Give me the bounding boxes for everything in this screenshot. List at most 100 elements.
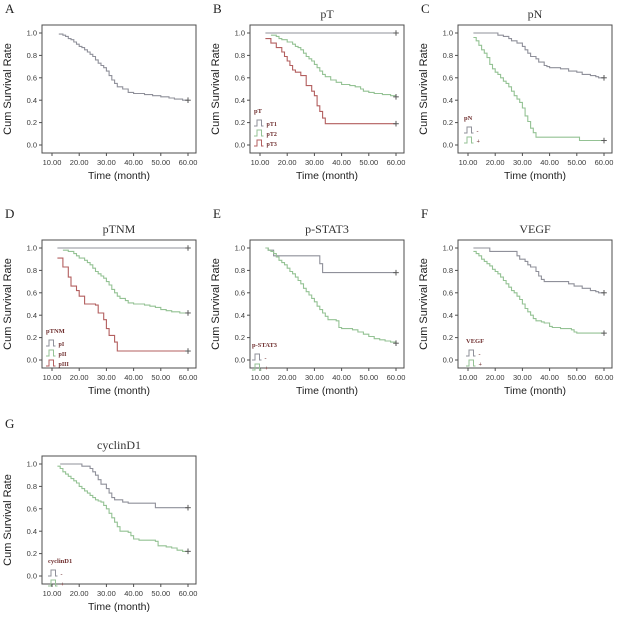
x-tick-label: 10.00 <box>43 158 62 167</box>
y-tick-label: 0.2 <box>235 333 245 342</box>
legend-label: + <box>479 362 483 368</box>
x-tick-label: 10.00 <box>43 373 62 382</box>
y-tick-label: 1.0 <box>27 29 37 38</box>
panel-title: pT <box>320 7 334 21</box>
panel-title: cyclinD1 <box>97 438 141 452</box>
legend-label: pI <box>59 342 65 348</box>
x-tick-label: 60.00 <box>595 158 614 167</box>
y-tick-label: 0.2 <box>27 333 37 342</box>
panel-letter-A: A <box>5 1 15 16</box>
y-tick-label: 0.0 <box>235 141 245 150</box>
legend-glyph-- <box>252 353 262 361</box>
x-tick-label: 10.00 <box>43 589 62 598</box>
x-tick-label: 60.00 <box>387 158 406 167</box>
legend-label: + <box>61 582 65 588</box>
x-tick-label: 40.00 <box>540 158 559 167</box>
legend: pTNM pI pII pIII <box>46 328 70 368</box>
panel-title: pN <box>528 7 543 21</box>
legend-title: pTNM <box>46 328 65 335</box>
y-tick-label: 0.6 <box>443 73 453 82</box>
y-axis-label: Cum Survival Rate <box>418 43 430 135</box>
x-tick-label: 50.00 <box>151 589 170 598</box>
legend-glyph-+ <box>466 359 476 367</box>
legend: pT pT1 pT2 pT3 <box>254 108 277 148</box>
panel-letter-D: D <box>5 206 14 221</box>
censor-mark <box>601 137 607 144</box>
plot-area <box>457 239 613 369</box>
y-tick-label: 1.0 <box>27 244 37 253</box>
survival-chart-E: Ep-STAT3 1.0 0.8 0.6 0.4 0.2 0.0 10.00 20.00 30.0… <box>210 206 406 397</box>
y-tick-label: 0.0 <box>27 572 37 581</box>
y-tick-label: 0.4 <box>235 311 245 320</box>
x-tick-label: 30.00 <box>513 158 532 167</box>
y-tick-label: 0.2 <box>443 118 453 127</box>
x-tick-label: 10.00 <box>459 373 478 382</box>
x-tick-label: 50.00 <box>359 373 378 382</box>
legend: pN - + <box>464 115 481 145</box>
x-axis-label: Time (month) <box>88 601 150 613</box>
panel-letter-F: F <box>421 206 428 221</box>
y-tick-label: 0.0 <box>443 141 453 150</box>
y-tick-label: 0.8 <box>27 51 37 60</box>
legend-label: pT1 <box>267 122 277 128</box>
y-axis-label: Cum Survival Rate <box>2 474 14 566</box>
survival-chart-F: F VEGF 1.0 0.8 0.6 0.4 0.2 0.0 10.00 20.00 30.00 40… <box>418 206 613 397</box>
legend-label: - <box>477 129 479 135</box>
x-tick-label: 40.00 <box>124 373 143 382</box>
y-tick-label: 0.6 <box>27 504 37 513</box>
y-tick-label: 0.8 <box>27 266 37 275</box>
survival-curve-cyclind1-- <box>60 463 188 509</box>
panel-letter-C: C <box>421 1 430 16</box>
x-axis-label: Time (month) <box>296 170 358 182</box>
legend: VEGF - + <box>466 338 484 368</box>
censor-mark <box>185 310 191 316</box>
x-tick-label: 60.00 <box>387 373 406 382</box>
legend-glyph-pt2 <box>254 129 264 137</box>
plot-area <box>41 239 197 369</box>
legend-label: + <box>477 139 481 145</box>
y-tick-label: 0.4 <box>27 527 37 536</box>
y-tick-label: 0.8 <box>27 482 37 491</box>
survival-curve-vegf-+ <box>473 250 604 334</box>
censor-mark <box>393 120 399 127</box>
y-tick-label: 0.2 <box>27 549 37 558</box>
legend-glyph-- <box>466 349 476 357</box>
censor-mark <box>393 30 399 36</box>
y-tick-label: 0.4 <box>27 96 37 105</box>
x-axis-label: Time (month) <box>504 170 566 182</box>
censor-mark <box>393 340 399 346</box>
plot-area <box>249 24 405 154</box>
x-tick-label: 10.00 <box>251 373 270 382</box>
x-tick-label: 20.00 <box>486 158 505 167</box>
survival-curve-p-stat3-+ <box>265 247 397 344</box>
x-tick-label: 20.00 <box>70 373 89 382</box>
censor-mark <box>185 548 191 555</box>
y-tick-label: 0.0 <box>27 141 37 150</box>
y-axis-label: Cum Survival Rate <box>418 258 430 350</box>
y-tick-label: 0.6 <box>235 73 245 82</box>
plot-area <box>41 24 197 154</box>
x-tick-label: 10.00 <box>459 158 478 167</box>
legend-glyph-pt1 <box>254 119 264 127</box>
x-tick-label: 20.00 <box>486 373 505 382</box>
x-tick-label: 60.00 <box>179 589 198 598</box>
x-tick-label: 60.00 <box>179 158 198 167</box>
x-tick-label: 40.00 <box>540 373 559 382</box>
y-axis-label: Cum Survival Rate <box>210 43 222 135</box>
survival-curve-pn+ <box>473 36 604 142</box>
legend-glyph-- <box>464 126 474 134</box>
y-tick-label: 0.4 <box>27 311 37 320</box>
legend-glyph-- <box>48 569 58 577</box>
panel-title: p-STAT3 <box>305 222 349 236</box>
x-tick-label: 40.00 <box>332 373 351 382</box>
x-tick-label: 30.00 <box>305 158 324 167</box>
panel-A: A 1.0 0.8 0.6 0.4 0.2 0.0 10.00 20.00 30.00 40.00 5… <box>0 0 208 205</box>
x-tick-label: 40.00 <box>332 158 351 167</box>
